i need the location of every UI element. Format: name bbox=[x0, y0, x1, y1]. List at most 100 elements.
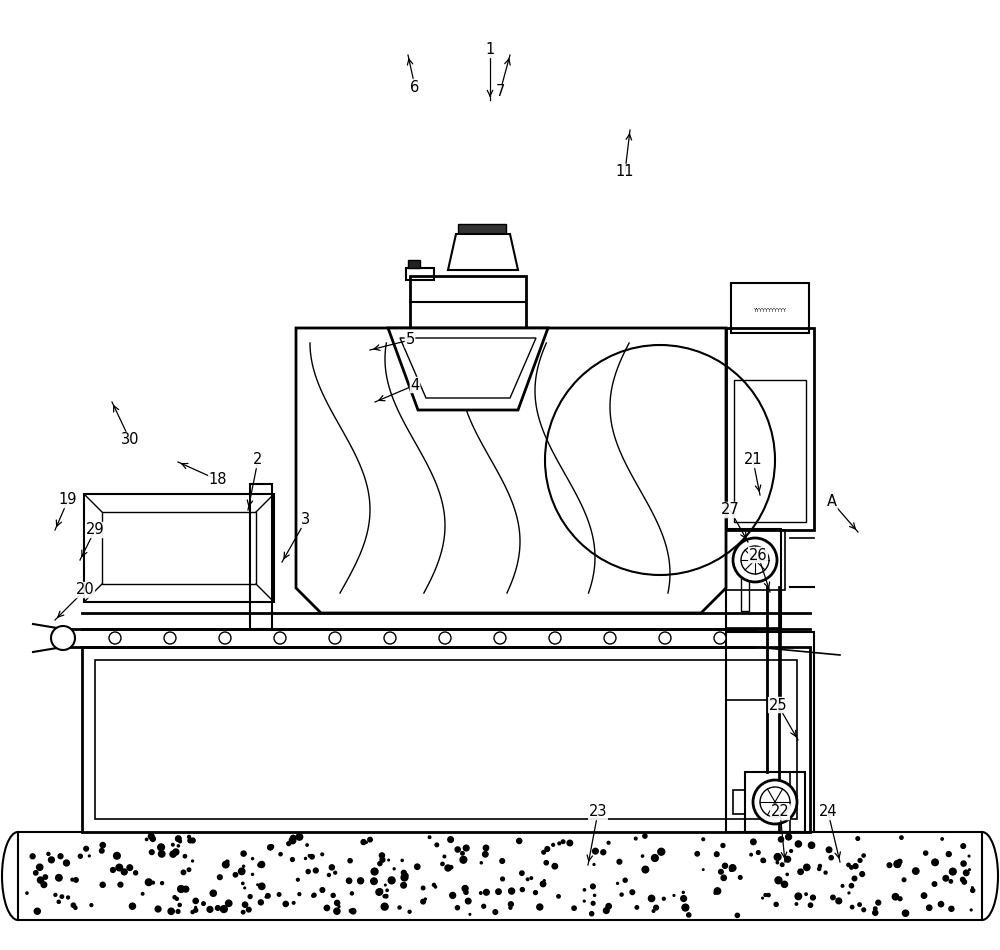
Circle shape bbox=[222, 862, 229, 868]
Bar bbox=[741, 576, 749, 611]
Circle shape bbox=[635, 905, 639, 909]
Bar bbox=[643, 524, 651, 531]
Circle shape bbox=[484, 889, 489, 895]
Bar bbox=[319, 415, 327, 422]
Circle shape bbox=[858, 859, 862, 863]
Circle shape bbox=[464, 890, 468, 894]
Circle shape bbox=[441, 863, 444, 865]
Circle shape bbox=[331, 893, 335, 898]
Bar bbox=[583, 345, 591, 352]
Circle shape bbox=[493, 910, 498, 914]
Bar bbox=[511, 345, 519, 352]
Circle shape bbox=[270, 845, 274, 848]
Bar bbox=[667, 454, 675, 461]
Bar bbox=[535, 415, 543, 422]
Circle shape bbox=[116, 864, 123, 871]
Circle shape bbox=[824, 871, 827, 874]
Circle shape bbox=[949, 868, 956, 875]
Circle shape bbox=[730, 868, 733, 871]
Circle shape bbox=[790, 849, 793, 852]
Bar bbox=[18, 832, 982, 920]
Circle shape bbox=[714, 852, 719, 857]
Bar bbox=[439, 485, 447, 492]
Circle shape bbox=[455, 846, 460, 852]
Circle shape bbox=[455, 905, 460, 910]
Circle shape bbox=[774, 854, 781, 861]
Text: 29: 29 bbox=[86, 522, 104, 538]
Circle shape bbox=[606, 903, 611, 909]
Circle shape bbox=[658, 848, 665, 855]
Circle shape bbox=[312, 894, 315, 897]
Circle shape bbox=[88, 855, 90, 857]
Circle shape bbox=[483, 846, 489, 850]
Bar bbox=[451, 524, 459, 531]
Bar bbox=[731, 283, 809, 333]
Circle shape bbox=[368, 837, 372, 842]
Circle shape bbox=[176, 836, 181, 842]
Circle shape bbox=[401, 874, 408, 881]
Circle shape bbox=[56, 875, 62, 881]
Circle shape bbox=[152, 882, 154, 884]
Circle shape bbox=[652, 910, 655, 912]
Circle shape bbox=[537, 904, 543, 910]
Bar bbox=[691, 524, 699, 531]
Bar bbox=[475, 384, 483, 391]
Circle shape bbox=[78, 854, 82, 858]
Text: 1: 1 bbox=[485, 43, 495, 58]
Bar bbox=[355, 524, 363, 531]
Circle shape bbox=[897, 860, 902, 864]
Circle shape bbox=[795, 893, 802, 900]
Circle shape bbox=[702, 869, 704, 870]
Circle shape bbox=[654, 905, 658, 910]
Circle shape bbox=[194, 908, 198, 912]
Circle shape bbox=[818, 864, 822, 867]
Circle shape bbox=[753, 780, 797, 824]
Circle shape bbox=[173, 849, 179, 855]
Circle shape bbox=[853, 864, 858, 868]
Circle shape bbox=[242, 883, 244, 884]
Bar bbox=[607, 415, 615, 422]
Polygon shape bbox=[388, 328, 548, 410]
Circle shape bbox=[482, 904, 486, 908]
Circle shape bbox=[181, 870, 186, 875]
Circle shape bbox=[829, 856, 833, 860]
Circle shape bbox=[238, 868, 245, 875]
Polygon shape bbox=[296, 328, 726, 613]
Circle shape bbox=[714, 888, 721, 894]
Circle shape bbox=[334, 908, 340, 914]
Circle shape bbox=[298, 893, 301, 896]
Circle shape bbox=[831, 895, 835, 900]
Circle shape bbox=[733, 538, 777, 582]
Circle shape bbox=[735, 913, 739, 918]
Text: 25: 25 bbox=[769, 697, 787, 712]
Circle shape bbox=[149, 850, 154, 854]
Circle shape bbox=[968, 855, 970, 857]
Circle shape bbox=[202, 902, 205, 905]
Circle shape bbox=[520, 871, 524, 875]
Circle shape bbox=[158, 844, 164, 850]
Bar bbox=[499, 454, 507, 461]
Bar bbox=[535, 485, 543, 492]
Circle shape bbox=[682, 891, 684, 893]
Circle shape bbox=[862, 854, 865, 857]
Circle shape bbox=[949, 880, 953, 884]
Bar bbox=[703, 485, 711, 492]
Text: 4: 4 bbox=[410, 377, 420, 392]
Circle shape bbox=[178, 885, 184, 892]
Bar bbox=[559, 345, 567, 352]
Circle shape bbox=[257, 884, 258, 885]
Circle shape bbox=[435, 843, 439, 846]
Circle shape bbox=[448, 837, 453, 843]
Circle shape bbox=[682, 904, 689, 911]
Bar bbox=[84, 494, 274, 602]
Circle shape bbox=[401, 870, 406, 875]
Circle shape bbox=[428, 836, 431, 839]
Bar bbox=[487, 415, 495, 422]
Circle shape bbox=[26, 892, 28, 894]
Circle shape bbox=[887, 863, 892, 867]
Circle shape bbox=[421, 886, 425, 890]
Circle shape bbox=[268, 845, 273, 850]
Circle shape bbox=[259, 884, 265, 889]
Circle shape bbox=[361, 840, 366, 845]
Circle shape bbox=[841, 884, 844, 887]
